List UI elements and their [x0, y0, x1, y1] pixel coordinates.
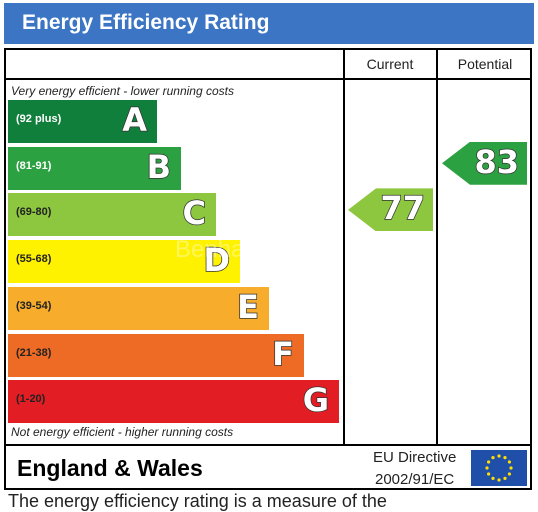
current-rating-value: 77 — [380, 189, 426, 229]
watermark: Benham — [175, 236, 265, 263]
title-bar: Energy Efficiency Rating — [4, 3, 534, 44]
current-rating-arrow: 77 — [348, 188, 433, 232]
band-c: (69-80) C — [8, 193, 216, 237]
band-letter-label: G — [302, 380, 330, 420]
eu-star — [491, 476, 495, 480]
band-f: (21-38) F — [8, 333, 304, 377]
column-divider-current — [343, 48, 345, 446]
eu-directive-label: EU Directive — [373, 449, 457, 466]
band-range-label: (1-20) — [16, 393, 46, 406]
eu-star — [503, 456, 507, 460]
band-letter-label: F — [271, 334, 294, 374]
band-range-label: (21-38) — [16, 346, 52, 359]
eu-star — [487, 472, 491, 476]
band-range-label: (55-68) — [16, 253, 52, 266]
band-letter-label: B — [146, 147, 172, 187]
band-range-label: (81-91) — [16, 159, 52, 172]
band-letter-label: A — [121, 100, 147, 140]
footer-divider — [4, 444, 532, 446]
band-letter-label: D — [203, 240, 231, 280]
column-header-potential: Potential — [457, 56, 513, 72]
potential-rating-value: 83 — [474, 142, 520, 182]
eu-star — [485, 466, 489, 470]
rating-table — [4, 48, 532, 490]
eu-directive-number: 2002/91/EC — [375, 471, 455, 488]
country-label: England & Wales — [17, 455, 203, 481]
band-b: (81-91) B — [8, 146, 181, 190]
column-header-current: Current — [366, 56, 414, 72]
note-inefficient: Not energy efficient - higher running co… — [11, 425, 234, 439]
eu-star — [507, 472, 511, 476]
note-efficient: Very energy efficient - lower running co… — [11, 84, 234, 98]
eu-star — [509, 466, 513, 470]
column-divider-potential — [436, 48, 438, 446]
eu-flag-icon — [471, 450, 527, 486]
eu-star — [487, 460, 491, 464]
band-g: (1-20) G — [8, 380, 339, 424]
eu-star — [491, 456, 495, 460]
band-range-label: (92 plus) — [16, 113, 62, 125]
eu-star — [497, 478, 501, 482]
eu-star — [503, 476, 507, 480]
eu-star — [507, 460, 511, 464]
band-d: (55-68) D — [8, 240, 240, 284]
header-divider — [4, 78, 532, 80]
eu-star — [497, 454, 501, 458]
page-title: Energy Efficiency Rating — [22, 11, 270, 34]
footer-partial-text: The energy efficiency rating is a measur… — [8, 491, 387, 511]
band-a: (92 plus) A — [8, 100, 157, 143]
band-letter-label: E — [236, 287, 259, 327]
band-e: (39-54) E — [8, 286, 269, 330]
band-range-label: (69-80) — [16, 206, 52, 219]
band-range-label: (39-54) — [16, 299, 52, 312]
band-letter-label: C — [182, 194, 207, 234]
